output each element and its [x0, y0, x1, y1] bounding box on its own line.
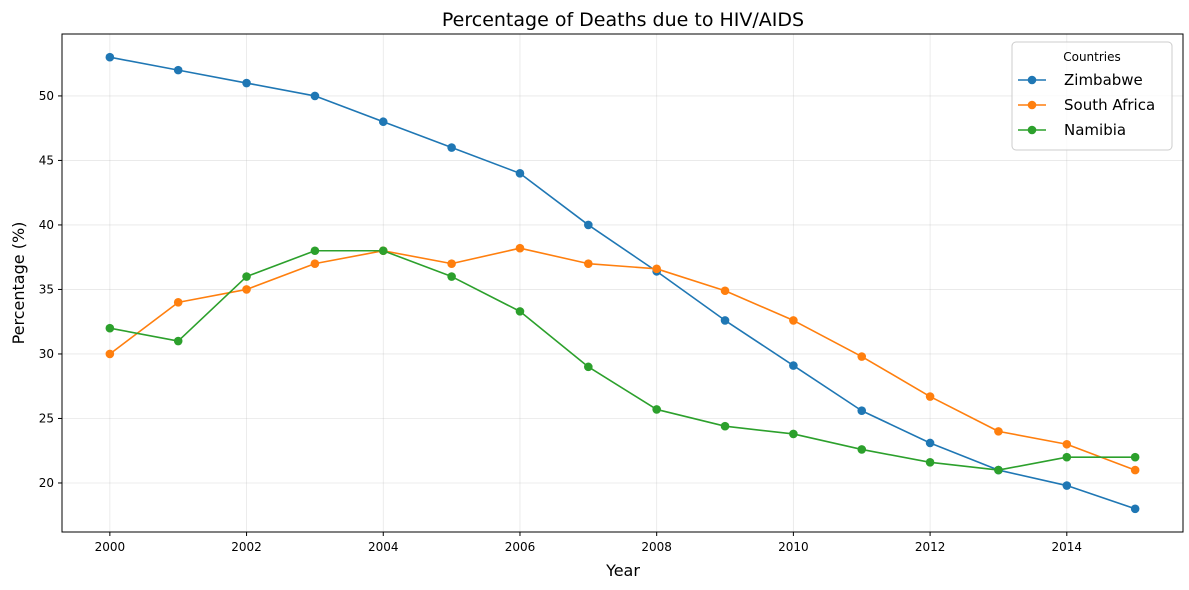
data-point-south-africa [242, 285, 251, 294]
x-tick-label: 2006 [505, 540, 536, 554]
data-point-south-africa [310, 259, 320, 268]
data-point-south-africa [515, 243, 525, 253]
data-point-south-africa [447, 259, 456, 268]
data-point-zimbabwe [720, 316, 730, 325]
data-point-south-africa [925, 392, 935, 401]
legend-swatch-marker [1027, 125, 1037, 135]
y-tick-label: 20 [39, 476, 54, 490]
legend-label: South Africa [1064, 96, 1155, 114]
legend-label: Namibia [1064, 121, 1126, 139]
data-point-namibia [310, 246, 320, 256]
data-point-namibia [242, 272, 251, 281]
data-point-namibia [584, 362, 593, 372]
x-axis-title: Year [605, 561, 640, 580]
x-tick-label: 2008 [641, 540, 672, 554]
data-point-namibia [447, 272, 456, 281]
data-point-zimbabwe [1130, 504, 1140, 514]
data-point-namibia [173, 336, 183, 346]
y-tick-label: 40 [39, 218, 54, 232]
data-point-zimbabwe [242, 78, 251, 88]
data-point-south-africa [105, 349, 115, 359]
data-point-namibia [378, 246, 388, 256]
legend-item-zimbabwe: Zimbabwe [1018, 71, 1143, 89]
data-point-namibia [925, 458, 935, 467]
x-tick-label: 2010 [778, 540, 809, 554]
x-tick-label: 2002 [231, 540, 262, 554]
series-lines [105, 52, 1140, 514]
data-point-namibia [857, 445, 867, 454]
data-point-namibia [105, 323, 115, 333]
data-point-zimbabwe [310, 91, 320, 101]
data-point-namibia [994, 465, 1003, 475]
data-point-south-africa [1062, 439, 1072, 449]
legend-title: Countries [1063, 50, 1121, 64]
axis-ticks: 2000 2002 2004 2006 2008 2010 2012 2014 20 25 30 35… [39, 89, 1082, 554]
legend-swatch-marker [1027, 100, 1037, 110]
chart-title: Percentage of Deaths due to HIV/AIDS [442, 9, 804, 31]
y-axis-title: Percentage (%) [9, 222, 28, 345]
data-point-namibia [515, 307, 525, 316]
data-point-namibia [1130, 452, 1140, 462]
legend-item-south-africa: South Africa [1018, 96, 1155, 114]
data-point-south-africa [720, 286, 730, 296]
y-tick-label: 25 [39, 411, 54, 425]
data-point-zimbabwe [447, 143, 456, 152]
data-point-namibia [1062, 452, 1072, 462]
legend-label: Zimbabwe [1064, 71, 1143, 89]
data-point-south-africa [789, 316, 798, 325]
x-tick-label: 2000 [95, 540, 126, 554]
data-point-zimbabwe [378, 117, 388, 127]
data-point-south-africa [994, 427, 1003, 436]
data-point-namibia [789, 429, 798, 439]
data-point-namibia [720, 421, 730, 431]
data-point-south-africa [857, 352, 867, 361]
y-tick-label: 50 [39, 89, 54, 103]
data-point-zimbabwe [789, 361, 798, 370]
legend: Countries Zimbabwe South Africa Namibia [1011, 41, 1173, 151]
data-point-zimbabwe [515, 169, 525, 178]
data-point-zimbabwe [1062, 481, 1072, 490]
data-point-south-africa [652, 264, 661, 274]
x-tick-label: 2012 [915, 540, 946, 554]
x-tick-label: 2014 [1052, 540, 1083, 554]
legend-box [1011, 41, 1173, 151]
data-point-zimbabwe [925, 438, 935, 448]
legend-item-namibia: Namibia [1018, 121, 1126, 139]
y-tick-label: 30 [39, 347, 54, 361]
y-tick-label: 45 [39, 153, 54, 167]
data-point-zimbabwe [857, 406, 867, 416]
legend-swatch-marker [1027, 75, 1037, 85]
x-tick-label: 2004 [368, 540, 399, 554]
series-line-namibia [109, 249, 1136, 471]
y-tick-label: 35 [39, 282, 54, 296]
plot-frame [61, 33, 1184, 533]
data-point-south-africa [173, 298, 183, 307]
data-point-south-africa [1130, 465, 1140, 475]
series-line-south-africa [109, 247, 1136, 471]
data-point-namibia [652, 405, 661, 414]
data-point-zimbabwe [105, 52, 115, 62]
series-namibia [105, 246, 1140, 475]
series-line-zimbabwe [109, 56, 1136, 510]
data-point-south-africa [584, 259, 593, 268]
data-point-zimbabwe [173, 65, 183, 75]
legend-items: Zimbabwe South Africa Namibia [1018, 71, 1155, 139]
data-point-zimbabwe [584, 220, 593, 230]
